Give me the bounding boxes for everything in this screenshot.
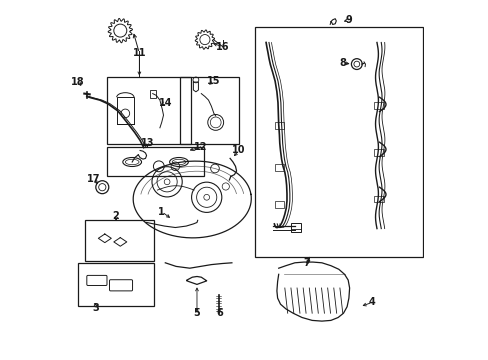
Text: 17: 17 — [87, 174, 101, 184]
Text: 18: 18 — [71, 77, 85, 87]
Bar — [117, 97, 134, 124]
Text: 13: 13 — [140, 138, 154, 148]
Bar — [78, 263, 153, 306]
Text: 8: 8 — [338, 58, 345, 68]
Bar — [373, 149, 384, 156]
Text: 9: 9 — [345, 15, 351, 25]
Bar — [255, 27, 422, 257]
Text: 7: 7 — [303, 258, 309, 268]
Bar — [107, 77, 191, 144]
Text: 3: 3 — [92, 303, 99, 313]
Bar — [373, 102, 384, 109]
Text: 15: 15 — [207, 76, 220, 86]
Bar — [107, 147, 204, 176]
Text: 11: 11 — [132, 48, 146, 58]
Text: 16: 16 — [216, 42, 229, 52]
Text: 2: 2 — [112, 211, 119, 221]
Bar — [179, 77, 239, 144]
Bar — [275, 122, 284, 129]
Bar — [275, 201, 284, 208]
Bar — [150, 90, 156, 98]
Text: 5: 5 — [193, 308, 200, 318]
Text: 6: 6 — [216, 308, 222, 318]
Bar — [291, 223, 301, 232]
Bar — [275, 164, 284, 171]
Text: 4: 4 — [368, 297, 375, 307]
Text: 12: 12 — [193, 142, 207, 152]
Text: 14: 14 — [158, 98, 172, 108]
Text: 10: 10 — [232, 145, 245, 156]
Bar — [85, 220, 153, 261]
Bar — [373, 196, 384, 202]
Text: 1: 1 — [158, 207, 165, 217]
